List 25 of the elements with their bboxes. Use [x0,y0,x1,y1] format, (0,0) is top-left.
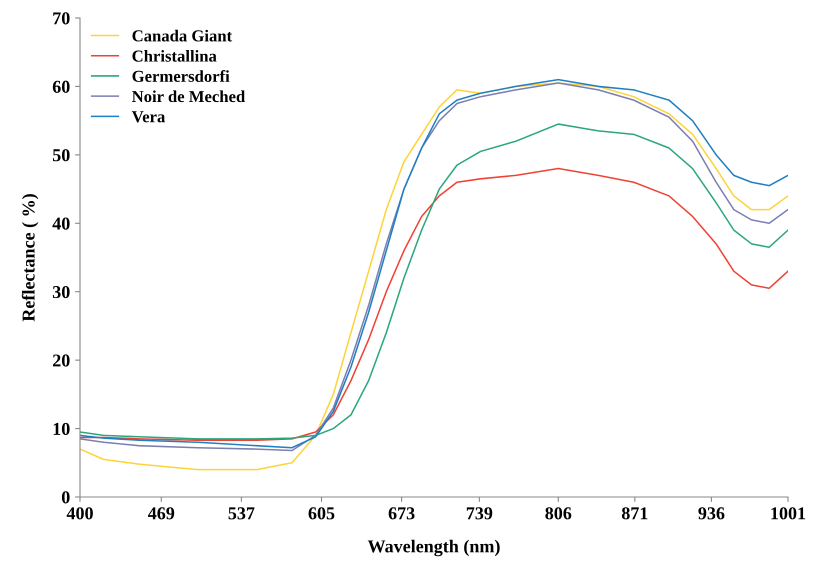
y-axis-title: Reflectance ( %) [22,194,38,322]
x-tick-label: 739 [466,507,492,520]
y-tick-label: 50 [52,149,70,162]
x-tick-label: 537 [228,507,254,520]
x-tick-label: 1001 [771,507,806,520]
x-tick-label: 871 [622,507,648,520]
y-tick-label: 40 [52,218,70,230]
x-axis-title: Wavelength (nm) [368,540,500,556]
y-tick-label: 20 [52,354,70,367]
legend-label: Canada Giant [132,30,232,42]
legend-label: Vera [132,111,166,122]
legend-label: Noir de Meched [132,90,246,102]
y-tick-label: 30 [52,286,70,298]
y-tick-label: 60 [52,80,70,93]
legend-label: Germersdorfi [132,70,230,82]
x-tick-label: 469 [148,507,174,520]
x-tick-label: 936 [698,507,724,520]
x-tick-label: 605 [308,507,334,520]
y-tick-label: 0 [62,491,70,504]
x-tick-label: 673 [388,507,415,520]
x-tick-label: 806 [545,507,572,520]
legend-label: Christallina [132,50,217,62]
x-tick-label: 400 [66,507,93,520]
y-tick-label: 70 [53,12,70,24]
y-tick-label: 10 [54,422,70,436]
